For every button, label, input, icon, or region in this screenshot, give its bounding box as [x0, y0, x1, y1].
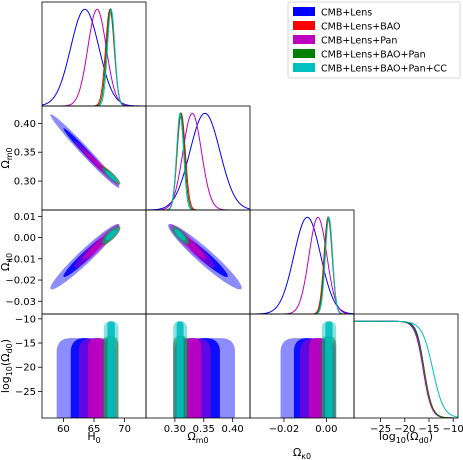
panel-Om-vs-Om	[145, 105, 251, 211]
x-tick-label-H0: 65	[88, 424, 101, 435]
band-H0-series-4-sigma1	[107, 321, 115, 418]
x-tick-label-logOd: −20	[394, 424, 415, 435]
y-tick-label-Ok: −0.03	[5, 297, 36, 308]
marginal-Ok-series-2	[250, 216, 354, 314]
panel-Ok-vs-Ok	[249, 209, 355, 315]
band-H0-series-2-sigma1	[87, 338, 107, 418]
legend-label: CMB+Lens+BAO+Pan+CC	[321, 64, 447, 75]
axis-label-Om: Ωm0	[0, 147, 14, 168]
legend-label: CMB+Lens+BAO	[321, 22, 401, 33]
panel-logOd-vs-H0: 60 65 70 −25 −20 −15 −10	[15, 313, 147, 435]
contour68-Om-Ok-series-4	[174, 229, 186, 241]
y-tick-label-logOd: −10	[15, 314, 36, 325]
x-tick-label-Om: 0.40	[222, 424, 244, 435]
legend-label: CMB+Lens+BAO+Pan	[321, 50, 426, 61]
x-tick-label-logOd: −25	[370, 424, 391, 435]
marginal-Ok-series-0	[250, 216, 354, 314]
legend-frame	[287, 1, 461, 79]
y-tick-label-logOd: −20	[15, 363, 36, 374]
panel-frame	[353, 313, 459, 419]
axis-labels: H0 Ωm0 Ωκ0 log10(Ωd0) Ωm0 Ωκ0 log10(Ωd0)	[0, 147, 433, 460]
y-tick-label-Ok: −0.01	[5, 254, 36, 265]
panel-Om-vs-H0: 0.30 0.35 0.40	[14, 105, 147, 211]
panel-Ok-vs-H0: −0.03 −0.02 −0.01 0.00 0.01	[5, 209, 147, 315]
axis-label-H0: H0	[87, 430, 100, 445]
x-tick-label-H0: 60	[57, 424, 70, 435]
y-tick-label-Om: 0.40	[14, 119, 36, 130]
axis-label-Om: Ωm0	[187, 430, 208, 445]
legend-swatch	[293, 63, 315, 72]
legend-swatch	[293, 35, 315, 44]
marginal-H0-series-0	[42, 8, 146, 106]
x-tick-label-Om: 0.30	[164, 424, 186, 435]
band-Om-series-2-sigma1	[182, 338, 202, 418]
panel-logOd-vs-Ok: −0.02 0.00	[249, 313, 355, 435]
marginal-logOd-series-4	[354, 320, 458, 418]
y-tick-label-Ok: 0.00	[14, 233, 36, 244]
contour68-H0-Ok-series-4	[105, 229, 117, 241]
panel-frame	[41, 209, 147, 315]
band-Ok-series-4-sigma1	[325, 321, 333, 418]
y-tick-label-logOd: −25	[15, 387, 36, 398]
y-tick-label-Om: 0.30	[14, 177, 36, 188]
legend-label: CMB+Lens	[321, 8, 372, 19]
legend: CMB+Lens CMB+Lens+BAO CMB+Lens+Pan CMB+Lens…	[287, 1, 461, 79]
axis-label-logOd: log10(Ωd0)	[379, 430, 433, 445]
x-tick-label-H0: 70	[118, 424, 131, 435]
legend-label: CMB+Lens+Pan	[321, 36, 397, 47]
x-tick-label-Ok: 0.00	[315, 424, 337, 435]
marginal-Ok-series-4	[250, 215, 354, 314]
contour68-H0-Ok-series-2	[83, 232, 111, 260]
contour68-H0-Om-series-2	[83, 149, 112, 178]
axis-label-logOd: log10(Ωd0)	[0, 339, 14, 393]
y-tick-label-Om: 0.35	[14, 148, 36, 159]
axis-label-Ok: Ωκ0	[293, 446, 311, 460]
panel-Ok-vs-Om	[145, 209, 251, 315]
y-tick-label-Ok: 0.01	[14, 212, 36, 223]
y-tick-label-Ok: −0.02	[5, 276, 36, 287]
marginal-Ok-series-1	[250, 216, 354, 314]
legend-swatch	[293, 21, 315, 30]
y-tick-label-logOd: −15	[15, 339, 36, 350]
panel-frame	[145, 105, 251, 211]
x-tick-label-logOd: −15	[418, 424, 439, 435]
x-tick-label-logOd: −10	[443, 424, 463, 435]
contour68-H0-Om-series-4	[105, 170, 117, 182]
marginal-Om-series-0	[146, 112, 250, 210]
panel-H0-vs-H0	[41, 1, 147, 107]
legend-swatch	[293, 7, 315, 16]
band-Om-series-4-sigma1	[176, 321, 184, 418]
marginal-Ok-series-3	[250, 216, 354, 314]
panel-logOd-vs-logOd: −25 −20 −15 −10	[353, 313, 463, 435]
panel-logOd-vs-Om: 0.30 0.35 0.40	[145, 313, 251, 435]
x-tick-label-Om: 0.35	[193, 424, 215, 435]
axis-label-Ok: Ωκ0	[0, 253, 14, 271]
band-Ok-series-2-sigma1	[309, 338, 327, 418]
legend-swatch	[293, 49, 315, 58]
x-tick-label-Ok: −0.02	[269, 424, 300, 435]
panel-frame	[145, 209, 251, 315]
